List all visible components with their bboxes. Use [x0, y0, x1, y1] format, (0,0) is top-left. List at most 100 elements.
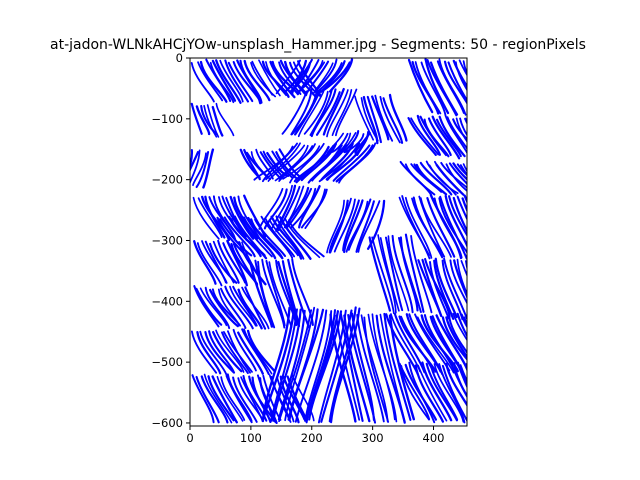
region-stroke: [443, 257, 467, 320]
region-stroke: [427, 117, 452, 157]
region-stroke: [222, 242, 247, 284]
x-tick-label: 100: [240, 431, 262, 445]
region-stroke: [195, 150, 210, 189]
region-stroke: [211, 330, 243, 373]
region-stroke: [200, 375, 229, 424]
region-stroke: [197, 61, 224, 102]
region-stroke: [204, 331, 236, 374]
region-stroke: [226, 373, 253, 422]
region-stroke: [326, 89, 349, 138]
region-stroke: [445, 362, 467, 407]
region-stroke: [404, 233, 425, 313]
region-stroke: [211, 59, 237, 102]
x-axis: 0 100 200 300 400: [186, 426, 444, 445]
region-stroke: [329, 132, 349, 154]
region-stroke: [227, 330, 251, 374]
region-stroke: [362, 95, 379, 145]
region-stroke: [275, 215, 305, 260]
region-stroke: [193, 240, 217, 285]
region-stroke: [267, 144, 306, 182]
region-stroke: [192, 152, 207, 187]
region-stroke: [229, 285, 257, 327]
region-stroke: [463, 194, 467, 205]
region-stroke: [226, 239, 248, 287]
region-stroke: [265, 142, 301, 181]
region-stroke: [438, 197, 467, 254]
region-stroke: [407, 58, 434, 114]
region-stroke: [414, 61, 442, 115]
region-stroke: [190, 102, 203, 135]
region-stroke: [351, 312, 375, 422]
region-stroke: [242, 216, 277, 260]
region-stroke: [215, 329, 245, 373]
region-stroke: [441, 316, 467, 361]
region-stroke: [347, 198, 372, 251]
region-stroke: [243, 59, 271, 102]
region-stroke: [336, 132, 352, 155]
region-stroke: [445, 163, 467, 192]
region-stroke: [452, 118, 467, 141]
region-stroke: [191, 374, 215, 424]
region-stroke: [251, 60, 274, 96]
region-stroke: [294, 88, 322, 136]
region-stroke: [204, 240, 227, 284]
region-stroke: [199, 60, 228, 103]
region-stroke: [217, 239, 240, 284]
region-stroke: [401, 195, 431, 260]
region-stroke: [229, 195, 255, 240]
y-tick-label: −500: [151, 355, 183, 369]
region-stroke: [328, 197, 352, 254]
region-stroke: [407, 117, 437, 156]
region-stroke: [384, 236, 404, 312]
region-stroke: [449, 259, 467, 305]
region-stroke: [279, 216, 312, 260]
region-stroke: [261, 309, 296, 421]
region-stroke: [204, 286, 231, 330]
region-stroke: [199, 330, 228, 376]
region-stroke: [434, 257, 458, 319]
region-stroke: [383, 312, 412, 421]
region-stroke: [209, 61, 235, 104]
region-stroke: [268, 219, 299, 257]
region-stroke: [435, 118, 462, 158]
region-stroke: [452, 162, 467, 181]
region-stroke: [426, 197, 456, 258]
region-stroke: [237, 331, 264, 375]
region-stroke: [343, 314, 371, 423]
y-axis: 0 −100 −200 −300 −400 −500 −600: [151, 51, 190, 430]
region-strokes: [190, 58, 467, 425]
region-stroke: [321, 61, 351, 92]
region-stroke: [412, 196, 444, 259]
region-stroke: [289, 61, 317, 98]
region-stroke: [374, 94, 394, 142]
region-stroke: [282, 375, 306, 421]
region-stroke: [429, 61, 459, 116]
region-stroke: [237, 288, 263, 330]
region-stroke: [306, 60, 330, 93]
region-stroke: [258, 59, 281, 97]
region-stroke: [263, 188, 288, 230]
region-stroke: [223, 216, 256, 258]
region-stroke: [291, 58, 313, 96]
region-stroke: [207, 375, 235, 422]
plot-frame: [189, 57, 468, 427]
region-stroke: [290, 88, 313, 136]
region-stroke: [310, 88, 337, 138]
region-stroke: [265, 259, 286, 327]
region-stroke: [421, 258, 443, 318]
region-stroke: [190, 330, 218, 374]
region-stroke: [215, 102, 235, 137]
region-stroke: [455, 61, 467, 92]
region-stroke: [278, 148, 300, 177]
region-stroke: [190, 151, 200, 173]
region-stroke: [410, 117, 440, 156]
region-stroke: [355, 200, 375, 253]
region-stroke: [289, 187, 317, 229]
region-stroke: [195, 375, 220, 424]
region-stroke: [404, 196, 433, 259]
region-stroke: [315, 62, 343, 95]
y-tick-label: −100: [151, 112, 183, 126]
region-stroke: [204, 195, 226, 239]
region-stroke: [268, 261, 293, 328]
